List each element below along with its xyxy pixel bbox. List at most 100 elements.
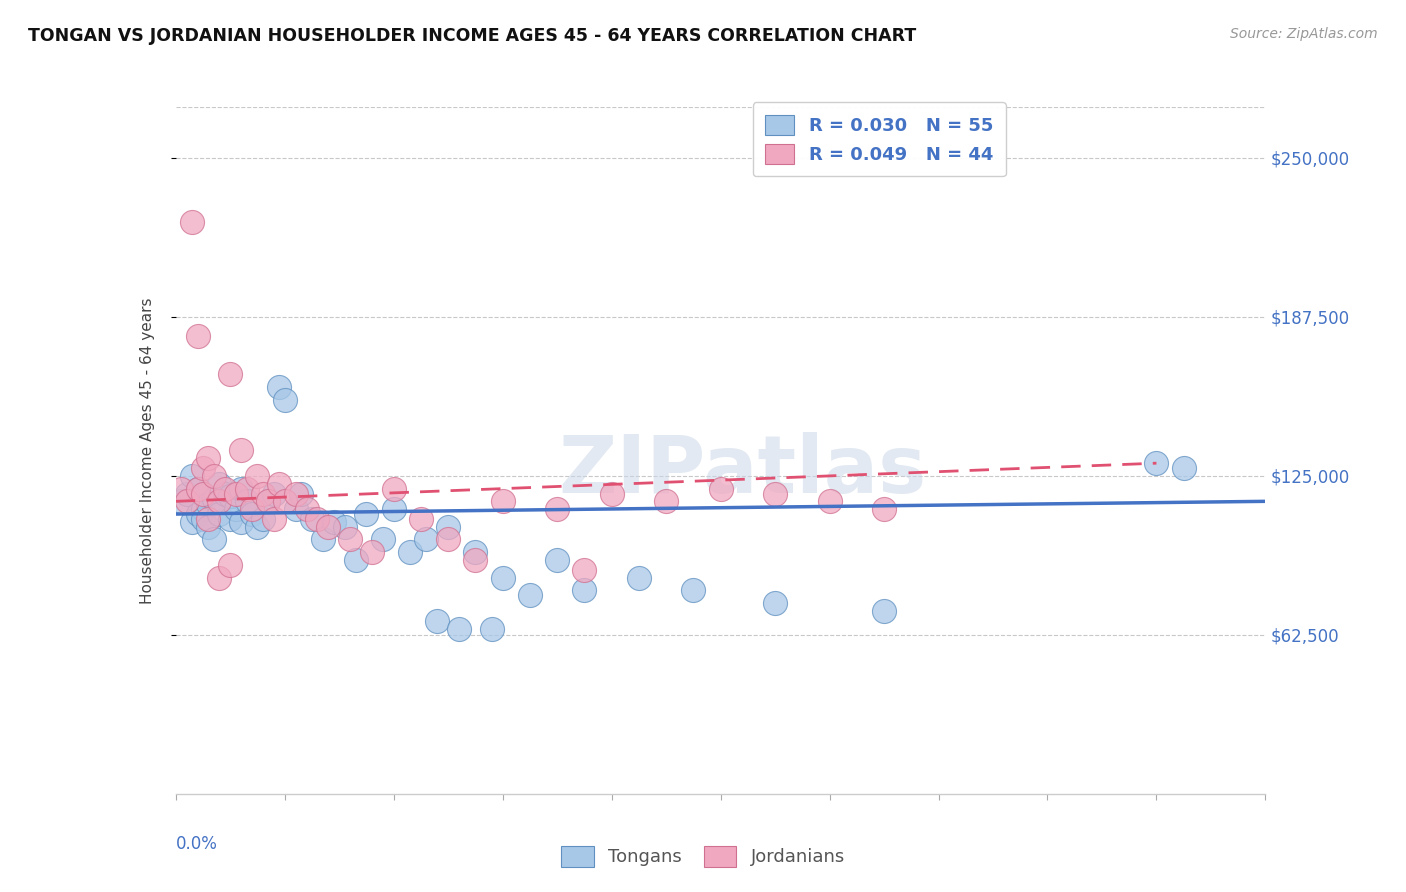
Point [492, 494, 515, 508]
Point [546, 553, 568, 567]
Point [284, 502, 307, 516]
Point [231, 443, 253, 458]
Point [208, 507, 231, 521]
Point [231, 482, 253, 496]
Y-axis label: Householder Income Ages 45 - 64 years: Householder Income Ages 45 - 64 years [141, 297, 155, 604]
Point [426, 614, 449, 628]
Point [333, 520, 356, 534]
Point [399, 545, 422, 559]
Point [290, 486, 312, 500]
Point [186, 482, 209, 496]
Point [274, 392, 297, 407]
Point [252, 512, 274, 526]
Point [763, 596, 786, 610]
Text: 0.0%: 0.0% [176, 835, 218, 853]
Point [186, 329, 209, 343]
Point [252, 486, 274, 500]
Point [186, 482, 209, 496]
Point [873, 502, 896, 516]
Point [263, 512, 285, 526]
Point [181, 469, 204, 483]
Point [214, 486, 236, 500]
Point [170, 482, 193, 496]
Text: ZIPatlas: ZIPatlas [558, 432, 927, 510]
Point [546, 502, 568, 516]
Point [312, 533, 335, 547]
Point [574, 563, 596, 577]
Point [235, 494, 257, 508]
Point [356, 507, 378, 521]
Point [186, 507, 209, 521]
Point [269, 476, 291, 491]
Point [246, 469, 269, 483]
Point [371, 533, 394, 547]
Point [191, 486, 214, 500]
Point [240, 507, 263, 521]
Point [235, 482, 257, 496]
Point [274, 494, 297, 508]
Point [263, 486, 285, 500]
Point [208, 571, 231, 585]
Point [219, 558, 242, 572]
Point [176, 486, 198, 500]
Point [818, 494, 841, 508]
Text: Source: ZipAtlas.com: Source: ZipAtlas.com [1230, 27, 1378, 41]
Point [219, 489, 242, 503]
Point [176, 494, 198, 508]
Point [181, 515, 204, 529]
Text: TONGAN VS JORDANIAN HOUSEHOLDER INCOME AGES 45 - 64 YEARS CORRELATION CHART: TONGAN VS JORDANIAN HOUSEHOLDER INCOME A… [28, 27, 917, 45]
Point [600, 486, 623, 500]
Point [447, 622, 470, 636]
Point [409, 512, 432, 526]
Point [322, 515, 344, 529]
Point [301, 512, 323, 526]
Point [191, 461, 214, 475]
Point [1144, 456, 1167, 470]
Point [269, 380, 291, 394]
Point [170, 494, 193, 508]
Point [202, 469, 225, 483]
Point [202, 533, 225, 547]
Point [231, 515, 253, 529]
Point [481, 622, 503, 636]
Point [627, 571, 650, 585]
Point [191, 502, 214, 516]
Point [191, 512, 214, 526]
Legend: R = 0.030   N = 55, R = 0.049   N = 44: R = 0.030 N = 55, R = 0.049 N = 44 [752, 103, 1005, 177]
Point [219, 367, 242, 381]
Point [202, 491, 225, 506]
Point [682, 583, 704, 598]
Point [360, 545, 382, 559]
Point [208, 494, 231, 508]
Point [437, 533, 460, 547]
Point [344, 553, 367, 567]
Point [655, 494, 678, 508]
Point [197, 512, 219, 526]
Point [492, 571, 515, 585]
Point [574, 583, 596, 598]
Point [464, 553, 486, 567]
Point [240, 502, 263, 516]
Point [257, 494, 280, 508]
Point [257, 494, 280, 508]
Point [197, 520, 219, 534]
Point [246, 520, 269, 534]
Point [318, 520, 340, 534]
Point [415, 533, 437, 547]
Legend: Tongans, Jordanians: Tongans, Jordanians [554, 838, 852, 874]
Point [225, 502, 247, 516]
Point [181, 214, 204, 228]
Point [307, 512, 329, 526]
Point [225, 486, 247, 500]
Point [437, 520, 460, 534]
Point [464, 545, 486, 559]
Point [284, 486, 307, 500]
Point [197, 451, 219, 466]
Point [763, 486, 786, 500]
Point [710, 482, 733, 496]
Point [197, 497, 219, 511]
Point [873, 604, 896, 618]
Point [214, 482, 236, 496]
Point [295, 502, 318, 516]
Point [519, 589, 541, 603]
